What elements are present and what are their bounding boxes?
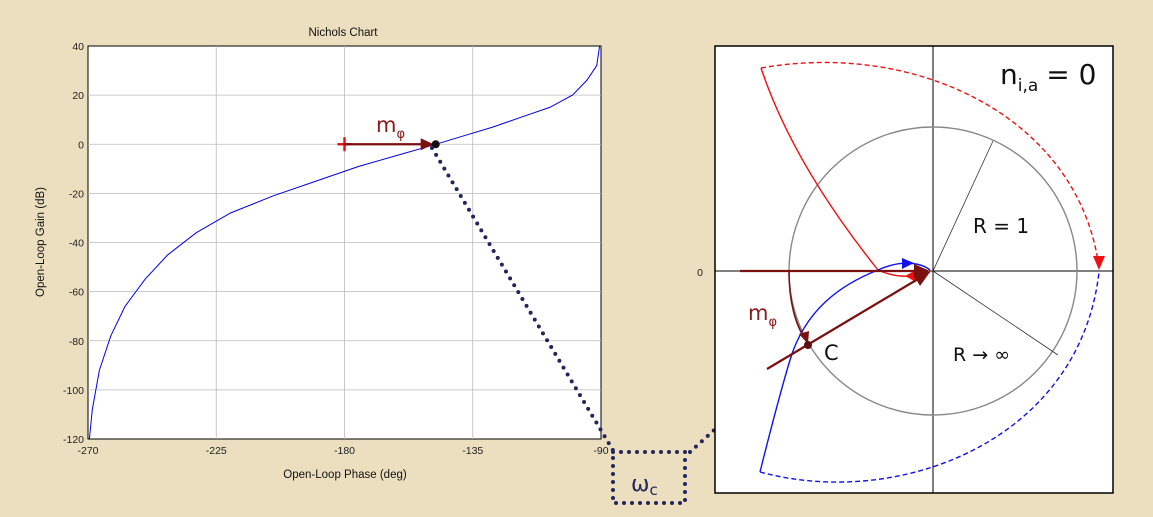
nichols-x-tick-label: -225: [206, 445, 227, 457]
crossover-point: [431, 140, 440, 149]
encirclement-label: ni,a = 0: [1000, 58, 1096, 96]
nichols-x-tick-label: -135: [462, 445, 483, 457]
crossover-vector-arrowhead: [913, 272, 930, 286]
nichols-y-tick-label: -120: [63, 434, 84, 446]
nichols-y-tick-label: -40: [69, 238, 84, 250]
red-arc-arrowhead: [1093, 256, 1105, 270]
omega-box: [611, 450, 687, 505]
nichols-y-tick-label: -20: [69, 188, 84, 200]
point-c-label: C: [824, 341, 839, 365]
nichols-y-tick-label: 0: [78, 139, 84, 151]
nyquist-red-arc: [760, 61, 1100, 269]
nichols-x-tick-label: -270: [77, 445, 98, 457]
phase-margin-arrowhead: [420, 138, 434, 151]
nyquist-diagram: 0 mφ C R = 1 R → ∞ ni,a = 0: [697, 45, 1114, 494]
nyquist-blue-curve: [759, 262, 931, 473]
nichols-xlabel: Open-Loop Phase (deg): [283, 469, 407, 481]
nyquist-margin-label: mφ: [748, 301, 777, 330]
nichols-chart: Nichols Chart -270 -225 -180 -135 -9040200-2…: [35, 27, 609, 481]
r1-label: R = 1: [973, 214, 1029, 238]
radius-r1-line: [932, 140, 994, 272]
red-curve-arrowhead: [905, 270, 916, 282]
nichols-x-tick-label: -180: [334, 445, 355, 457]
omega-c-label: ωc: [631, 472, 658, 499]
point-c: [804, 341, 812, 349]
nichols-y-tick-label: 20: [72, 90, 84, 102]
origin-label: 0: [697, 267, 703, 279]
nichols-grid: [88, 46, 601, 439]
nyquist-blue-arc: [759, 271, 1100, 483]
nichols-y-tick-label: -60: [69, 287, 84, 299]
nichols-y-tick-label: -80: [69, 336, 84, 348]
nichols-curve: [88, 45, 601, 440]
nichols-title: Nichols Chart: [308, 27, 378, 39]
connector-left-dots: [430, 146, 616, 454]
crossover-vector: [766, 278, 919, 370]
nichols-ylabel: Open-Loop Gain (dB): [35, 187, 47, 297]
radius-rinf-line: [932, 270, 1059, 356]
nichols-margin-label: mφ: [376, 113, 405, 142]
nichols-x-tick-label: -90: [593, 445, 608, 457]
nichols-ticks: -270 -225 -180 -135 -90 40 20 0 -20 -40 -60 -80 -100…: [63, 41, 609, 457]
rinf-label: R → ∞: [953, 344, 1010, 366]
nichols-y-tick-label: 40: [72, 41, 84, 53]
blue-curve-arrowhead: [902, 258, 914, 269]
phase-margin-arc-arrowhead: [799, 331, 809, 344]
nichols-y-tick-label: -100: [63, 385, 84, 397]
